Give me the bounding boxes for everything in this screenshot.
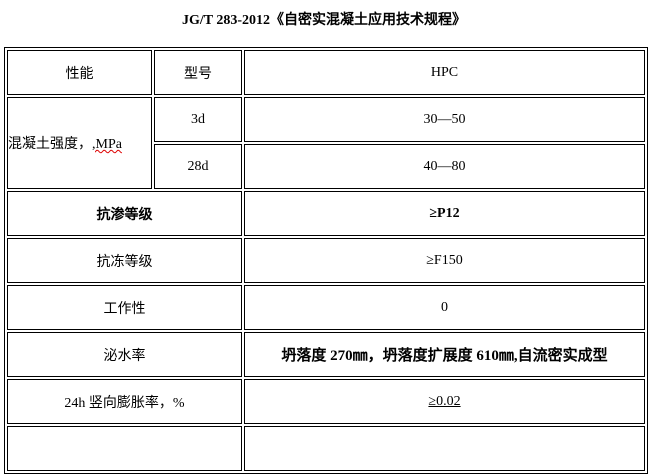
table-header-row: 性能 型号 HPC	[7, 50, 645, 95]
value-cell: ≥P12	[244, 191, 645, 236]
value-cell: 30—50	[244, 97, 645, 142]
document-title: JG/T 283-2012《自密实混凝土应用技术规程》	[181, 13, 467, 28]
label-cell: 24h 竖向膨胀率，%	[7, 379, 242, 424]
age-cell: 28d	[154, 144, 242, 189]
value-cell: 40—80	[244, 144, 645, 189]
table-row: 28d 40—80	[7, 144, 645, 189]
strength-unit: ,MPa	[92, 137, 122, 152]
value-cell: ≥F150	[244, 238, 645, 283]
strength-label: 混凝土强度，,MPa	[7, 97, 152, 189]
label-cell: 工作性	[7, 285, 242, 330]
table-row: 24h 竖向膨胀率，% ≥0.02	[7, 379, 645, 424]
value-text: ≥0.02	[428, 393, 461, 409]
age-cell: 3d	[154, 97, 242, 142]
value-cell: 坍落度 270㎜，坍落度扩展度 610㎜,自流密实成型	[244, 332, 645, 377]
table-row: 抗冻等级 ≥F150	[7, 238, 645, 283]
value-cell: ≥0.02	[244, 379, 645, 424]
value-cell	[244, 426, 645, 471]
label-cell	[7, 426, 242, 471]
label-cell: 抗渗等级	[7, 191, 242, 236]
spec-table: 性能 型号 HPC 混凝土强度，,MPa 3d 30—50 28d 40—80 …	[4, 47, 648, 474]
header-property: 性能	[7, 50, 152, 95]
table-row: 混凝土强度，,MPa 3d 30—50	[7, 97, 645, 189]
table-row: 泌水率 坍落度 270㎜，坍落度扩展度 610㎜,自流密实成型	[7, 332, 645, 377]
header-model: 型号	[154, 50, 242, 95]
label-cell: 抗冻等级	[7, 238, 242, 283]
table-row-partial	[7, 426, 645, 471]
header-value: HPC	[244, 50, 645, 95]
table-row: 抗渗等级 ≥P12	[7, 191, 645, 236]
strength-label-text: 混凝土强度，	[8, 137, 92, 152]
table-row: 工作性 0	[7, 285, 645, 330]
value-cell: 0	[244, 285, 645, 330]
label-cell: 泌水率	[7, 332, 242, 377]
